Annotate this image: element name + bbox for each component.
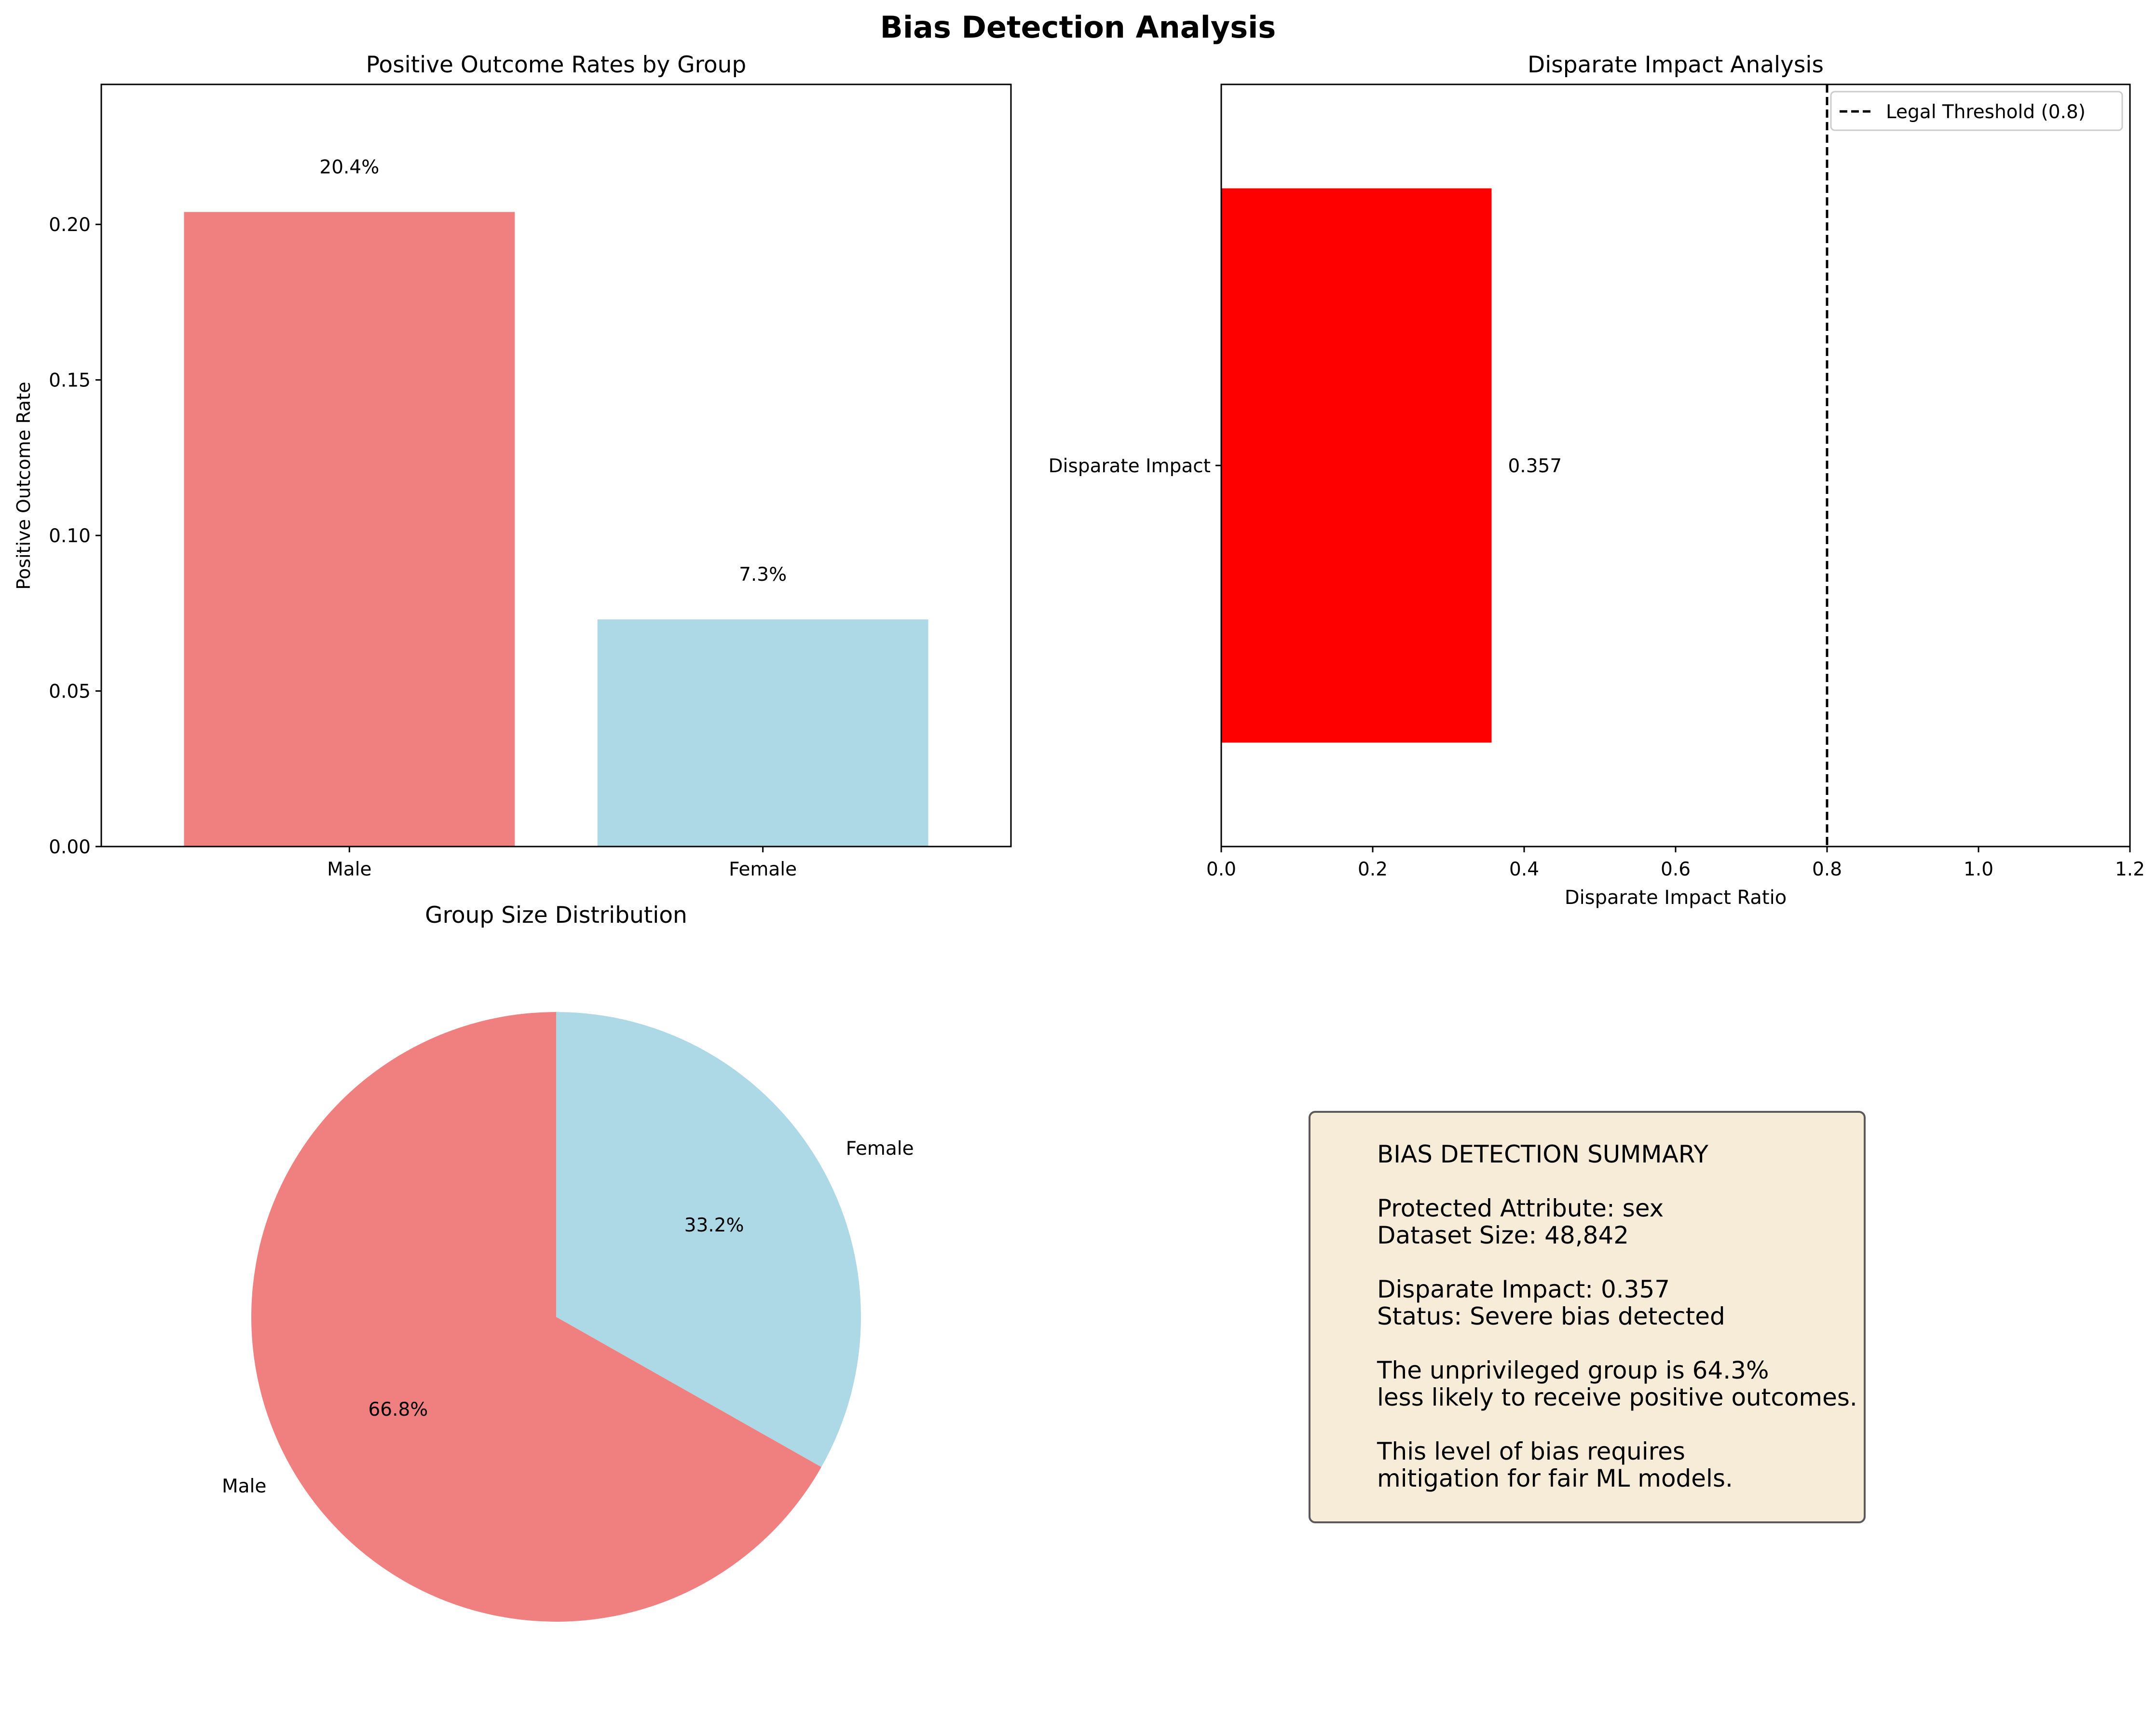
summary-advice-line-1: This level of bias requires — [1377, 1437, 1685, 1465]
bar-data-label-male: 20.4% — [319, 156, 379, 178]
legend-threshold-label: Legal Threshold (0.8) — [1886, 101, 2086, 123]
summary-heading: BIAS DETECTION SUMMARY — [1377, 1140, 1708, 1168]
bias-summary-box: BIAS DETECTION SUMMARY Protected Attribu… — [1309, 1111, 1866, 1523]
hbar-data-label: 0.357 — [1508, 455, 1562, 477]
bar-male — [184, 212, 515, 847]
y-tick-label: 0.10 — [49, 525, 91, 547]
summary-advice-line-2: mitigation for fair ML models. — [1377, 1464, 1733, 1492]
x-tick-label: 0.6 — [1661, 859, 1691, 880]
x-tick-label: 1.0 — [1964, 859, 1993, 880]
y-tick-label: 0.20 — [49, 214, 91, 236]
pie-chart-title: Group Size Distribution — [425, 902, 687, 929]
x-tick-label-male: Male — [327, 859, 371, 880]
figure-title: Bias Detection Analysis — [880, 10, 1276, 45]
pie-pct-label-female: 33.2% — [684, 1215, 744, 1236]
hbar-chart-title: Disparate Impact Analysis — [1528, 52, 1824, 78]
legend-box — [1830, 91, 2123, 131]
bar-chart-ylabel: Positive Outcome Rate — [13, 382, 34, 589]
hbar-disparate-impact — [1221, 188, 1492, 743]
summary-attribute: Protected Attribute: sex — [1377, 1194, 1664, 1222]
bar-data-label-female: 7.3% — [739, 564, 787, 586]
summary-explanation-line-2: less likely to receive positive outcomes… — [1377, 1383, 1857, 1411]
y-tick-label: 0.05 — [49, 681, 91, 703]
summary-disparate-impact: Disparate Impact: 0.357 — [1377, 1275, 1670, 1303]
x-tick-label: 0.0 — [1206, 859, 1236, 880]
outcome-rate-bar-chart: Positive Outcome Rates by Group Positive… — [13, 52, 1012, 880]
bar-chart-title: Positive Outcome Rates by Group — [366, 52, 746, 78]
pie-slice-male — [251, 1012, 821, 1622]
pie-label-female: Female — [846, 1138, 914, 1160]
x-tick-label: 0.2 — [1358, 859, 1388, 880]
x-tick-label: 1.2 — [2115, 859, 2145, 880]
x-tick-label: 0.8 — [1812, 859, 1842, 880]
pie-label-male: Male — [222, 1476, 266, 1497]
chart-legend: Legal Threshold (0.8) — [1830, 91, 2123, 131]
pie-pct-label-male: 66.8% — [368, 1399, 428, 1421]
summary-status: Status: Severe bias detected — [1377, 1302, 1725, 1330]
disparate-impact-chart: Disparate Impact Analysis Disparate Impa… — [1049, 52, 2145, 909]
bar-chart-frame — [100, 83, 1012, 848]
x-tick-label-female: Female — [729, 859, 797, 880]
y-tick-label-disparate-impact: Disparate Impact — [1049, 455, 1211, 477]
pie-slice-female — [556, 1012, 861, 1467]
group-size-pie-chart: Group Size Distribution 66.8% Male 33.2% Fe… — [222, 902, 914, 1622]
summary-dataset-size: Dataset Size: 48,842 — [1377, 1221, 1629, 1249]
y-tick-label: 0.00 — [49, 836, 91, 858]
y-tick-label: 0.15 — [49, 370, 91, 392]
hbar-chart-frame — [1220, 83, 2131, 848]
hbar-chart-xlabel: Disparate Impact Ratio — [1565, 887, 1787, 909]
summary-explanation-line-1: The unprivileged group is 64.3% — [1377, 1356, 1769, 1384]
bar-female — [597, 619, 928, 847]
x-tick-label: 0.4 — [1509, 859, 1539, 880]
